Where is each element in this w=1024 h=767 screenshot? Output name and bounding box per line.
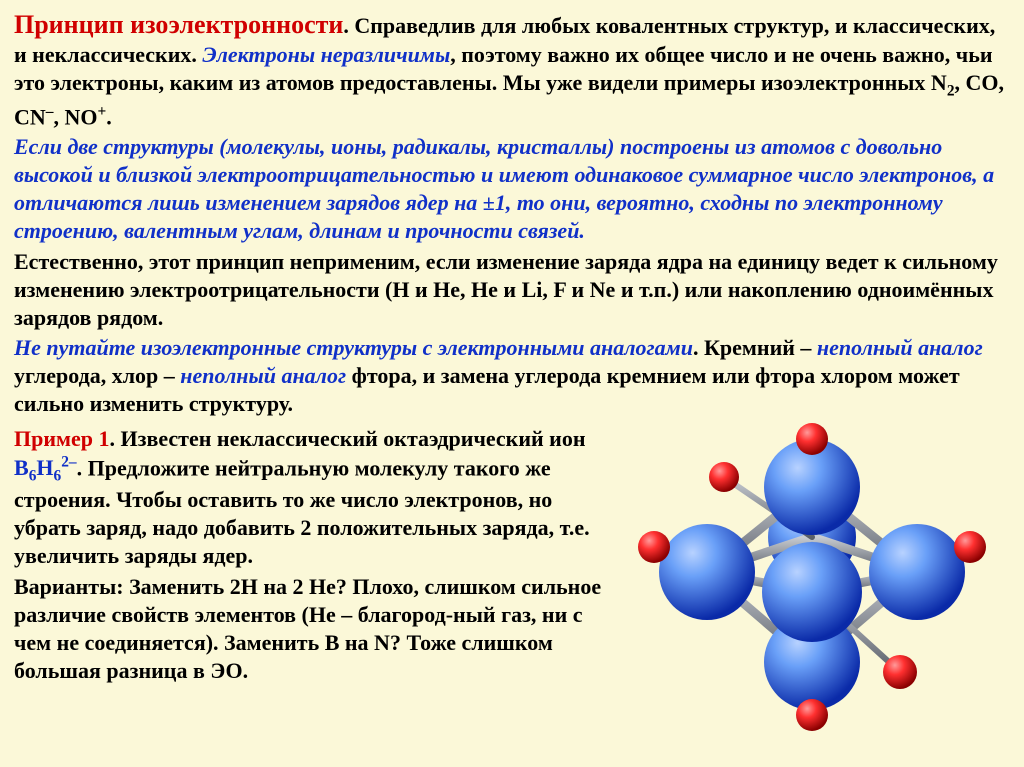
ex-s2: . Предложите нейтральную молекулу такого… xyxy=(14,455,590,568)
formula: B6H62– xyxy=(14,455,77,480)
atom-h-6 xyxy=(883,655,917,689)
molecule-diagram xyxy=(612,417,1012,737)
para-1: Принцип изоэлектронности. Справедлив для… xyxy=(14,8,1010,131)
p4-s1: . Кремний – xyxy=(693,335,817,360)
molecule-svg xyxy=(612,417,1012,737)
p1-sup2: + xyxy=(97,103,106,120)
ex-s1: . Известен неклассический октаэдрический… xyxy=(110,426,586,451)
example-block: Пример 1. Известен неклассический октаэд… xyxy=(14,425,604,686)
para-2: Если две структуры (молекулы, ионы, ради… xyxy=(14,133,1010,246)
f-h: H xyxy=(36,455,53,480)
p4-s2: углерода, хлор – xyxy=(14,363,180,388)
atom-b-right xyxy=(869,524,965,620)
atom-b-front xyxy=(762,542,862,642)
p4-b2: неполный аналог xyxy=(817,335,983,360)
atom-h-5 xyxy=(709,462,739,492)
p1-b1: Электроны неразличимы xyxy=(202,42,450,67)
p4-b3: неполный аналог xyxy=(180,363,346,388)
p4-b1: Не путайте изоэлектронные структуры с эл… xyxy=(14,335,693,360)
p1-sub1: 2 xyxy=(947,83,955,100)
p1-s5: . xyxy=(106,104,112,129)
atom-h-3 xyxy=(954,531,986,563)
atom-h-2 xyxy=(638,531,670,563)
heading-title: Принцип изоэлектронности xyxy=(14,10,343,39)
f-charge: 2– xyxy=(61,454,76,471)
atom-b-left xyxy=(659,524,755,620)
slide-page: Принцип изоэлектронности. Справедлив для… xyxy=(0,0,1024,767)
example-para-1: Пример 1. Известен неклассический октаэд… xyxy=(14,425,604,571)
para-4: Не путайте изоэлектронные структуры с эл… xyxy=(14,334,1010,418)
example-label: Пример 1 xyxy=(14,426,110,451)
atom-h-1 xyxy=(796,423,828,455)
atom-h-4 xyxy=(796,699,828,731)
p1-s4: , NO xyxy=(53,104,97,129)
para-3: Естественно, этот принцип неприменим, ес… xyxy=(14,248,1010,332)
example-para-2: Варианты: Заменить 2H на 2 He? Плохо, сл… xyxy=(14,573,604,686)
f-b: B xyxy=(14,455,29,480)
